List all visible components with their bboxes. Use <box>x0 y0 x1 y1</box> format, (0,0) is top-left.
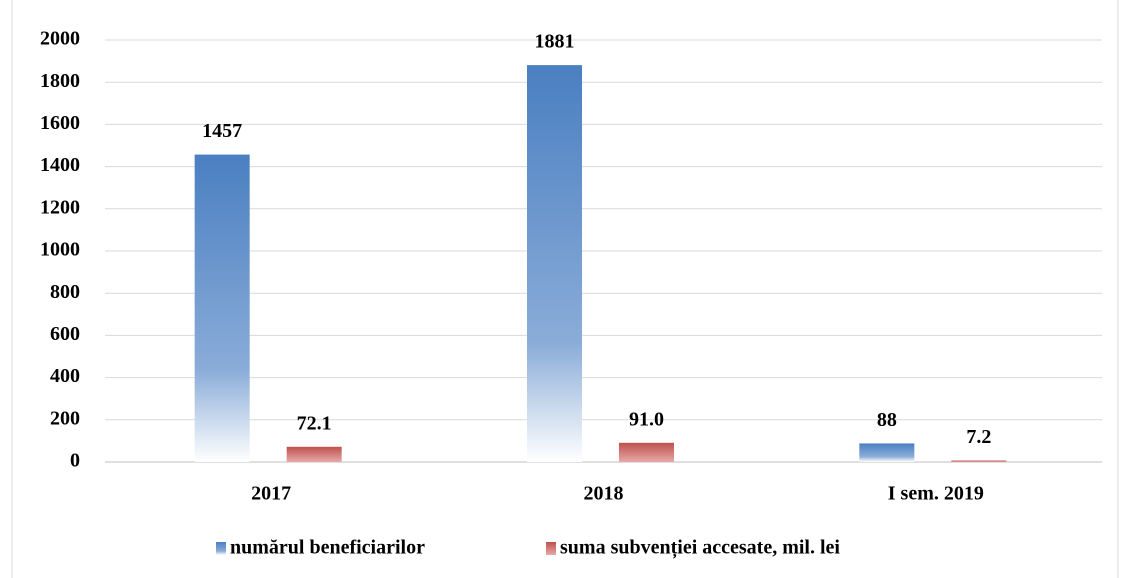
bar <box>619 442 674 462</box>
legend-label: suma subvenției accesate, mil. lei <box>560 537 840 560</box>
data-label: 91.0 <box>629 408 664 430</box>
data-label: 7.2 <box>966 426 991 448</box>
y-tick-label: 1200 <box>40 196 80 218</box>
y-tick-label: 400 <box>50 365 80 387</box>
bar <box>286 446 342 462</box>
y-tick-label: 200 <box>50 407 80 429</box>
x-tick-label: 2018 <box>584 483 624 505</box>
y-tick-label: 2000 <box>40 28 80 50</box>
y-tick-label: 1600 <box>40 112 80 134</box>
chart-frame <box>11 0 1119 578</box>
x-tick-label: I sem. 2019 <box>888 483 984 505</box>
data-label: 1881 <box>535 31 575 53</box>
bar <box>194 154 250 462</box>
bar <box>951 460 1007 462</box>
legend-label: numărul beneficiarilor <box>230 537 425 559</box>
bar <box>527 65 582 462</box>
x-tick-label: 2017 <box>251 483 291 505</box>
y-tick-label: 800 <box>50 281 80 303</box>
data-label: 88 <box>877 409 897 431</box>
y-tick-label: 600 <box>50 323 80 345</box>
bar <box>859 443 915 462</box>
legend-swatch <box>216 542 226 555</box>
y-tick-label: 0 <box>70 450 80 472</box>
y-tick-label: 1400 <box>40 154 80 176</box>
legend-swatch <box>546 542 556 555</box>
data-label: 1457 <box>202 120 242 142</box>
data-label: 72.1 <box>297 412 332 434</box>
y-tick-label: 1800 <box>40 70 80 92</box>
y-tick-label: 1000 <box>40 239 80 261</box>
